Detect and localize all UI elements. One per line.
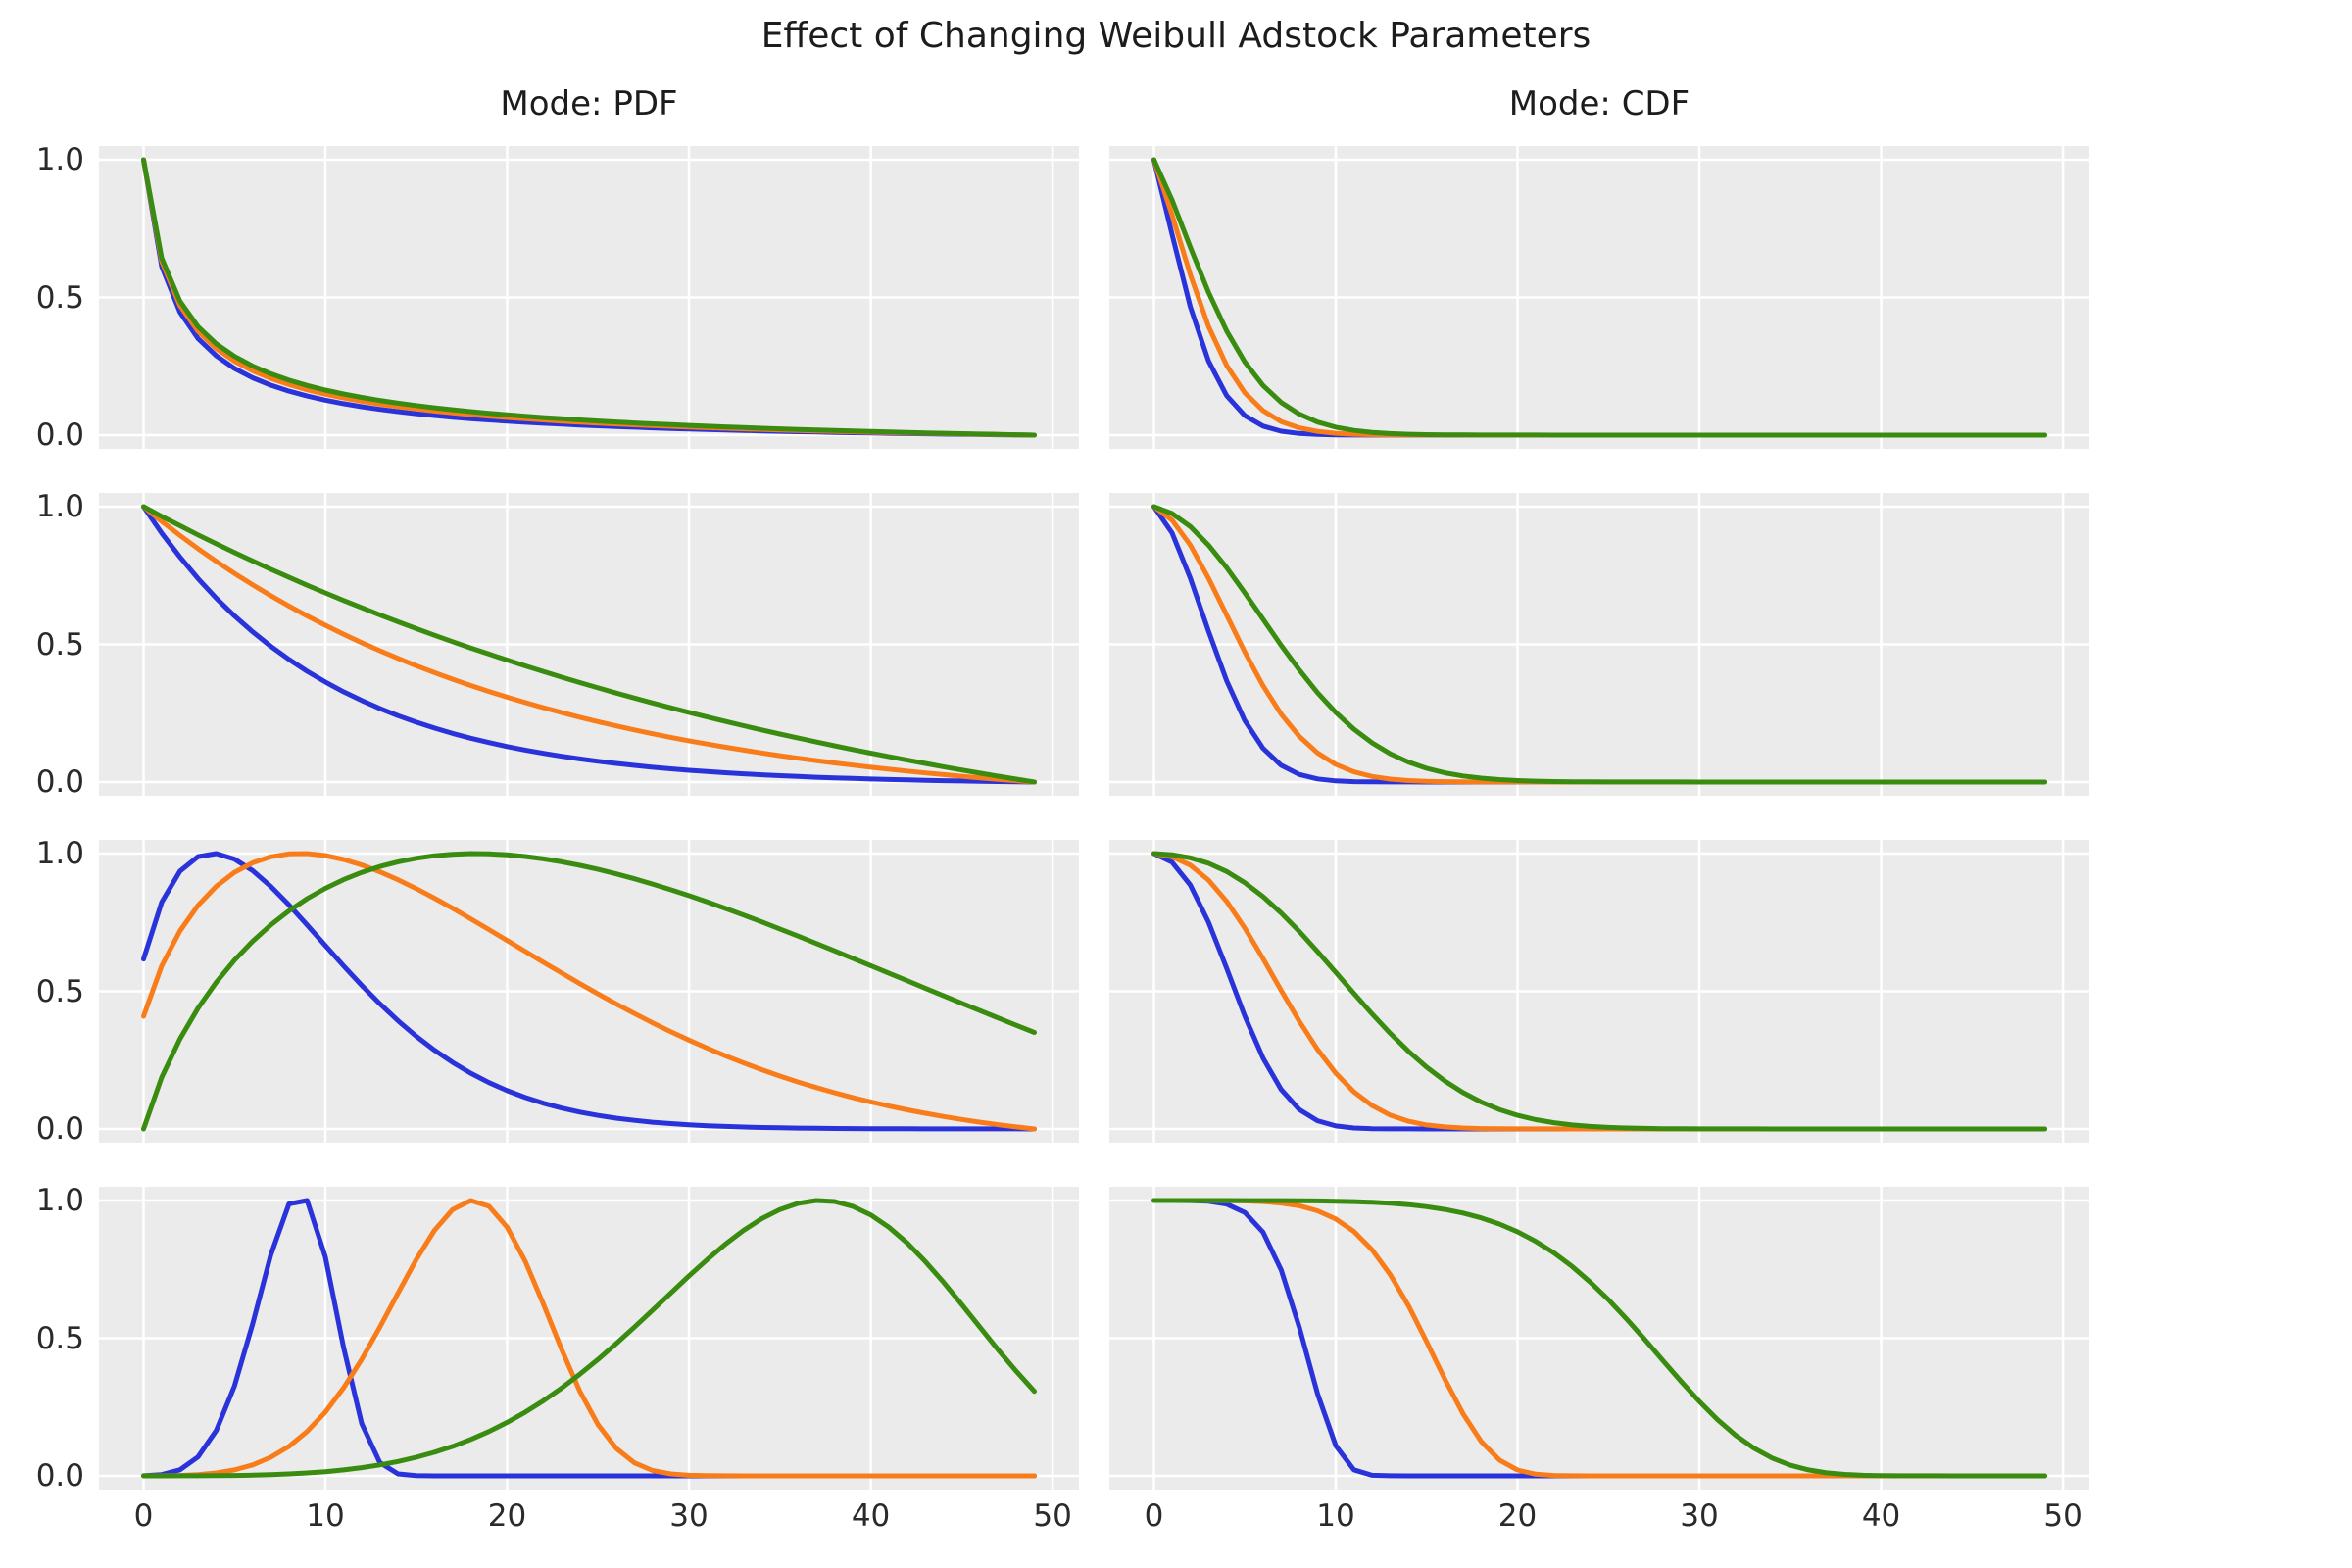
subplot-pdf-shape-1.5 <box>99 840 1079 1143</box>
y-tick-label-row1-0.0: 0.0 <box>35 763 84 800</box>
y-tick-label-row0-1.0: 1.0 <box>35 142 84 178</box>
series-pdf-shape-5-scale-40 <box>141 1198 1037 1479</box>
series-cdf-shape-1-scale-40 <box>1152 504 2047 785</box>
y-tick-label-row3-0.0: 0.0 <box>35 1457 84 1494</box>
x-tick-label-col1-0: 0 <box>1144 1498 1164 1534</box>
series-pdf-shape-1.5-scale-40 <box>141 851 1037 1132</box>
subplot-cdf-shape-0.5 <box>1109 146 2089 449</box>
series-pdf-shape-0.5-scale-40 <box>141 157 1037 438</box>
y-tick-label-row3-1.0: 1.0 <box>35 1183 84 1219</box>
x-tick-label-col1-20: 20 <box>1497 1498 1538 1534</box>
series-cdf-shape-5-scale-40 <box>1152 1198 2047 1479</box>
y-tick-label-row2-0.0: 0.0 <box>35 1110 84 1147</box>
y-tick-label-row1-0.5: 0.5 <box>35 626 84 662</box>
series-cdf-shape-0.5-scale-40 <box>1152 157 2047 438</box>
x-tick-label-col0-10: 10 <box>306 1498 345 1534</box>
x-tick-label-col1-40: 40 <box>1861 1498 1901 1534</box>
x-tick-label-col1-50: 50 <box>2043 1498 2082 1534</box>
y-tick-label-row0-0.0: 0.0 <box>35 416 84 453</box>
y-tick-label-row2-0.5: 0.5 <box>35 973 84 1009</box>
series-cdf-shape-1.5-scale-40 <box>1152 851 2047 1132</box>
x-tick-label-col1-10: 10 <box>1316 1498 1355 1534</box>
y-tick-label-row0-0.5: 0.5 <box>35 279 84 316</box>
subplot-cdf-shape-5 <box>1109 1187 2089 1490</box>
figure-title: Effect of Changing Weibull Adstock Param… <box>760 16 1592 56</box>
subplot-cdf-shape-1 <box>1109 493 2089 796</box>
y-tick-label-row1-1.0: 1.0 <box>35 489 84 525</box>
series-pdf-shape-1.5-scale-20 <box>141 851 1037 1132</box>
subplot-pdf-shape-0.5 <box>99 146 1079 449</box>
x-tick-label-col0-0: 0 <box>133 1498 154 1534</box>
series-pdf-shape-5-scale-20 <box>141 1198 1037 1479</box>
subplot-cdf-shape-1.5 <box>1109 840 2089 1143</box>
series-pdf-shape-1-scale-40 <box>141 504 1037 785</box>
x-tick-label-col0-50: 50 <box>1033 1498 1072 1534</box>
x-tick-label-col0-40: 40 <box>851 1498 891 1534</box>
x-tick-label-col0-30: 30 <box>669 1498 709 1534</box>
subplot-pdf-shape-5 <box>99 1187 1079 1490</box>
subplot-pdf-shape-1 <box>99 493 1079 796</box>
column-title-pdf: Mode: PDF <box>500 84 678 123</box>
x-tick-label-col1-30: 30 <box>1680 1498 1719 1534</box>
series-pdf-shape-1-scale-10 <box>141 504 1037 785</box>
x-tick-label-col0-20: 20 <box>487 1498 527 1534</box>
column-title-cdf: Mode: CDF <box>1508 84 1690 123</box>
series-pdf-shape-1-scale-20 <box>141 504 1037 785</box>
y-tick-label-row3-0.5: 0.5 <box>35 1320 84 1356</box>
y-tick-label-row2-1.0: 1.0 <box>35 836 84 872</box>
